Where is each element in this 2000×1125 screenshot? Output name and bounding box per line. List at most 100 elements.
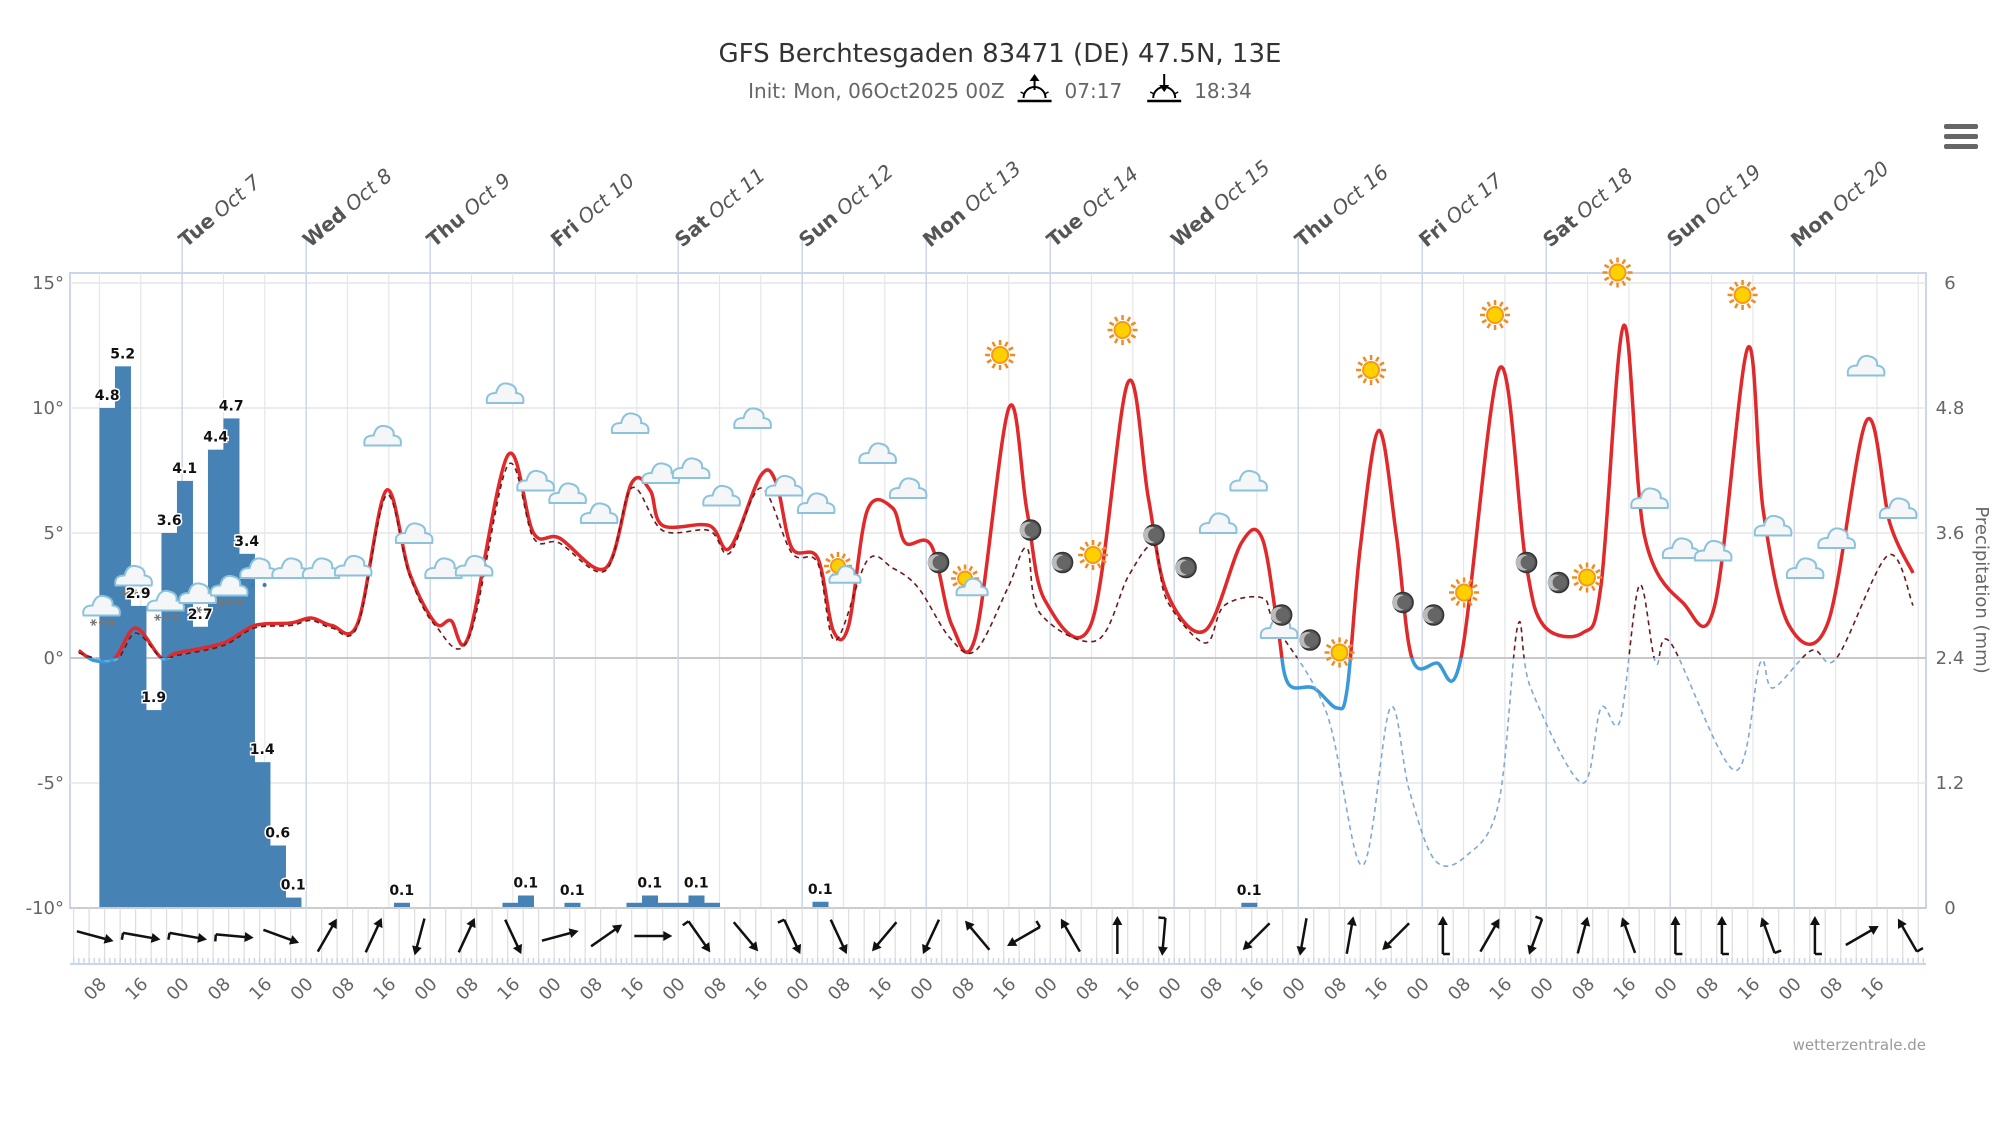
wind-barb [1535, 915, 1543, 921]
cloud-icon [1846, 354, 1886, 377]
day-date: Oct 7 [209, 170, 266, 223]
day-name: Tue [174, 208, 219, 252]
sun-disc [1455, 583, 1474, 602]
wind-arrow-shaft [1385, 922, 1410, 947]
x-tick-label: 00 [659, 974, 690, 1005]
sun-ray [1573, 568, 1580, 574]
sun-ray [1079, 546, 1086, 552]
wind-arrow-icon [1437, 916, 1450, 956]
snowflake-icon [109, 619, 114, 626]
x-tick-label: 00 [783, 974, 814, 1005]
hamburger-menu-icon[interactable] [1944, 124, 1978, 152]
cloud-icon [454, 554, 494, 577]
x-tick-label: 00 [1279, 974, 1310, 1005]
moon-shadow [1180, 560, 1195, 575]
wind-arrow-head [373, 917, 383, 929]
wind-barb [214, 934, 218, 942]
cloud-icon [764, 474, 804, 497]
x-tick-label: 00 [1651, 974, 1682, 1005]
precipitation-value-label: 2.9 [126, 586, 151, 602]
cloud-shape [888, 477, 928, 499]
sun-ray [829, 553, 835, 559]
x-tick-label: 00 [1775, 974, 1806, 1005]
snowflake-icon [132, 589, 137, 596]
cloud-shape [1817, 527, 1856, 549]
cloud-shape [209, 574, 249, 597]
sun-ray [1079, 558, 1086, 564]
x-tick-label: 16 [741, 974, 772, 1005]
precipitation-bar [161, 533, 178, 908]
day-label: SunOct 19 [1662, 159, 1766, 251]
sunset-time: 18:34 [1194, 79, 1252, 103]
cloud-icon [888, 477, 928, 499]
wind-arrow-shaft [1246, 922, 1271, 947]
snowflake-icon [173, 614, 178, 621]
sun-ray [1455, 600, 1461, 607]
wind-arrow-head [1296, 945, 1307, 956]
sun-ray [1578, 585, 1584, 592]
moon-icon [927, 551, 950, 574]
wind-arrow-head [871, 941, 882, 952]
sun-ray [1362, 356, 1368, 362]
x-tick-label: 16 [121, 974, 152, 1005]
x-tick-label: 08 [1568, 974, 1599, 1005]
wind-arrow-icon [262, 928, 300, 945]
day-name: Sat [1538, 209, 1582, 252]
sunrise-icon [1017, 74, 1052, 103]
cloud-icon [1817, 527, 1856, 549]
day-label: MonOct 20 [1786, 156, 1894, 252]
precipitation-value-label: 0.1 [684, 876, 709, 892]
raindrop [262, 583, 267, 587]
y-right-tick-label: 4.8 [1936, 398, 1965, 419]
sun-ray [1101, 546, 1107, 552]
snowflake-icon [141, 589, 146, 596]
wind-arrow-icon [1007, 920, 1042, 946]
moon-shadow [1148, 528, 1163, 542]
sun-disc [1084, 546, 1103, 564]
moon-shadow [1520, 555, 1535, 570]
sun-ray [825, 557, 831, 563]
wind-arrow-head [103, 934, 114, 944]
x-tick-label: 08 [700, 974, 731, 1005]
wind-arrow-head [568, 928, 579, 938]
x-tick-label: 00 [1403, 974, 1434, 1005]
sun-ray [1325, 656, 1332, 662]
sunrise-time: 07:17 [1065, 79, 1123, 103]
sun-ray [1330, 660, 1336, 667]
sun-disc [1362, 361, 1381, 379]
wind-arrow-shaft [169, 931, 202, 940]
x-tick-label: 16 [989, 974, 1020, 1005]
day-date: Oct 18 [1571, 163, 1637, 224]
wind-arrow-shaft [1161, 917, 1167, 951]
moon-icon [1515, 551, 1538, 574]
snow-icon [114, 564, 153, 596]
wind-arrow-shaft [829, 919, 846, 950]
sun-ray [1573, 581, 1580, 587]
x-tick-label: 08 [452, 974, 483, 1005]
sun-ray [991, 363, 997, 369]
snow-icon [146, 589, 185, 621]
wind-arrow-shaft [316, 923, 335, 953]
sun-icon [1602, 257, 1633, 288]
sun-ray [1603, 263, 1610, 269]
cloud-shape [454, 554, 494, 577]
wind-arrow-head [1868, 926, 1879, 935]
y-left-tick-label: 0° [44, 648, 64, 669]
wind-arrow-shaft [1845, 927, 1875, 947]
wind-barb [1158, 916, 1166, 920]
day-label: WedOct 8 [298, 163, 397, 251]
sun-ray [986, 346, 993, 352]
sun-icon [1324, 637, 1355, 668]
precipitation-bar [254, 762, 271, 908]
precipitation-value-label: 5.2 [110, 346, 135, 362]
y-right-tick-label: 3.6 [1936, 523, 1965, 544]
x-tick-label: 16 [245, 974, 276, 1005]
precipitation-bar [99, 408, 116, 908]
cloud-shape [1693, 539, 1733, 562]
sun-disc [1733, 286, 1752, 304]
day-name: Wed [298, 202, 351, 252]
sun-ray [1608, 258, 1614, 265]
cloud-icon [579, 502, 619, 524]
sun-disc [1486, 306, 1505, 324]
sun-ray [1362, 378, 1368, 384]
